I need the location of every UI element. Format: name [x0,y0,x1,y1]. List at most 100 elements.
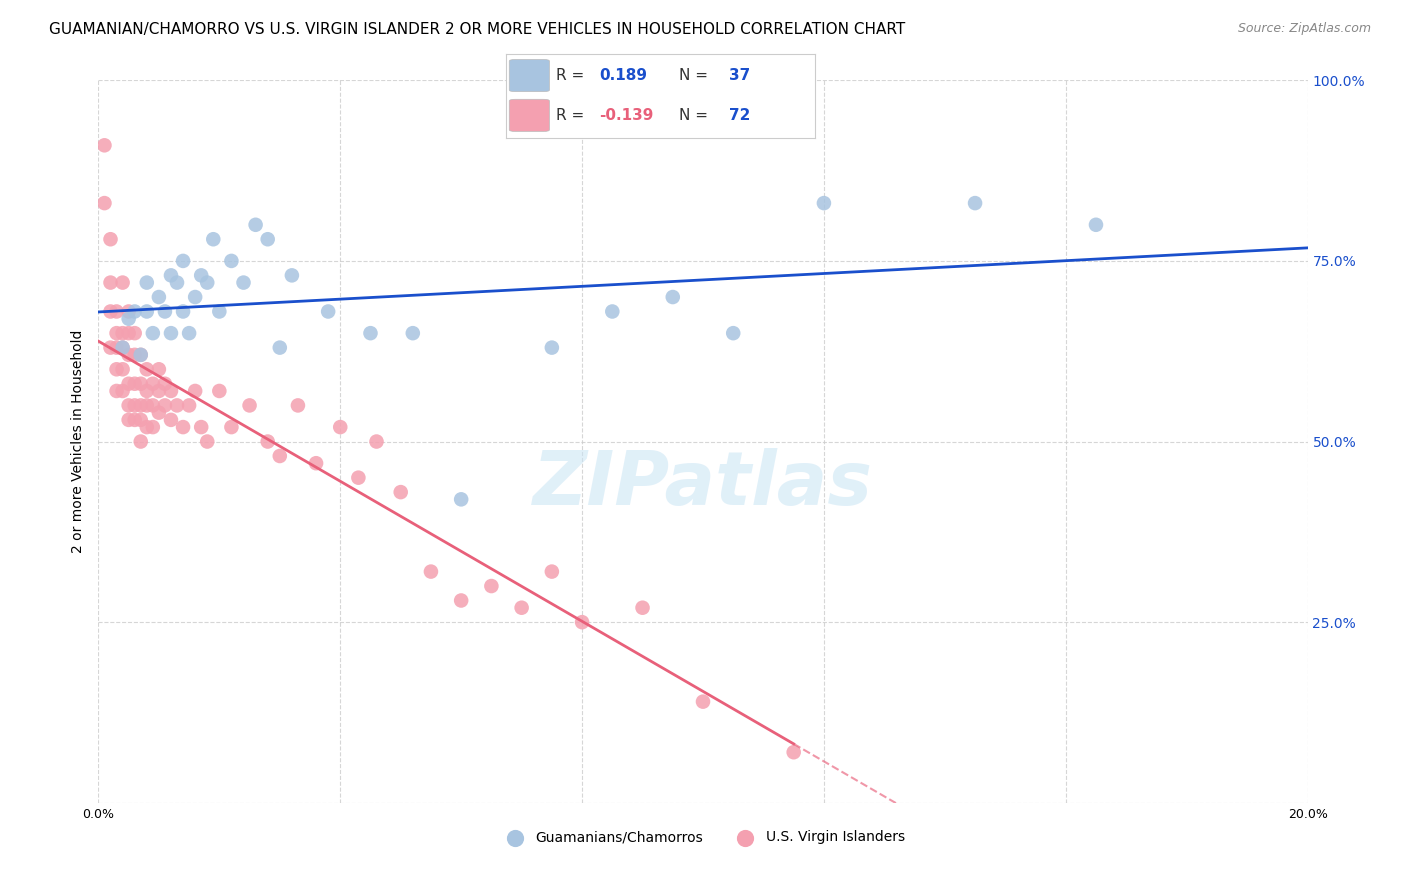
Point [239,398,262,412]
Point [129,398,152,412]
Point [195,276,218,290]
Point [100,341,122,355]
Point [160,268,183,283]
Text: GUAMANIAN/CHAMORRO VS U.S. VIRGIN ISLANDER 2 OR MORE VEHICLES IN HOUSEHOLD CORRE: GUAMANIAN/CHAMORRO VS U.S. VIRGIN ISLAND… [49,22,905,37]
Text: R =: R = [555,108,589,123]
Point [287,398,309,412]
Point [389,485,412,500]
Point [118,413,141,427]
Point [420,565,443,579]
Point [232,276,254,290]
Point [965,196,987,211]
Point [100,232,122,246]
Point [723,326,745,340]
Point [118,348,141,362]
Point [160,413,183,427]
Point [129,434,152,449]
Point [166,398,188,412]
Point [571,615,593,630]
Point [245,218,267,232]
Text: R =: R = [555,68,589,83]
Point [124,348,146,362]
Point [540,565,562,579]
Point [179,398,201,412]
Point [105,384,128,398]
Point [692,695,714,709]
Point [450,593,472,607]
Point [172,304,194,318]
Point [124,398,146,412]
Point [366,434,388,449]
Point [269,449,291,463]
Point [105,326,128,340]
Point [160,384,183,398]
Point [153,376,176,391]
Point [124,376,146,391]
Point [105,304,128,318]
Point [105,362,128,376]
Y-axis label: 2 or more Vehicles in Household: 2 or more Vehicles in Household [72,330,86,553]
Point [118,398,141,412]
Point [111,384,134,398]
Text: 37: 37 [728,68,751,83]
Point [631,600,654,615]
Point [256,434,278,449]
Point [602,304,624,318]
Point [135,420,157,434]
Point [281,268,304,283]
Point [316,304,339,318]
Point [184,384,207,398]
Point [347,470,370,484]
Point [329,420,352,434]
Point [153,304,176,318]
Point [124,413,146,427]
Point [153,398,176,412]
Point [111,362,134,376]
Point [124,304,146,318]
Point [221,253,243,268]
Point [148,362,170,376]
Point [118,304,141,318]
Point [135,362,157,376]
Point [269,341,291,355]
Point [142,420,165,434]
Point [221,420,243,434]
Point [111,341,134,355]
Point [148,384,170,398]
Point [450,492,472,507]
Point [105,341,128,355]
Point [93,196,115,211]
Point [481,579,503,593]
Point [179,326,201,340]
Point [135,398,157,412]
Point [142,398,165,412]
Point [172,420,194,434]
Point [202,232,225,246]
Point [129,348,152,362]
Point [190,268,212,283]
Point [360,326,382,340]
Point [118,376,141,391]
Point [135,304,157,318]
Text: 72: 72 [728,108,751,123]
Text: N =: N = [679,108,713,123]
Point [118,326,141,340]
Point [160,326,183,340]
Point [142,376,165,391]
FancyBboxPatch shape [509,99,550,131]
Text: ZIPatlas: ZIPatlas [533,449,873,522]
Text: Source: ZipAtlas.com: Source: ZipAtlas.com [1237,22,1371,36]
FancyBboxPatch shape [509,60,550,92]
Point [111,326,134,340]
Point [100,304,122,318]
Point [510,600,533,615]
Point [129,376,152,391]
Point [129,413,152,427]
Point [111,341,134,355]
Text: 0.189: 0.189 [599,68,647,83]
Point [135,276,157,290]
Point [118,311,141,326]
Point [208,304,231,318]
Point [124,326,146,340]
Text: -0.139: -0.139 [599,108,654,123]
